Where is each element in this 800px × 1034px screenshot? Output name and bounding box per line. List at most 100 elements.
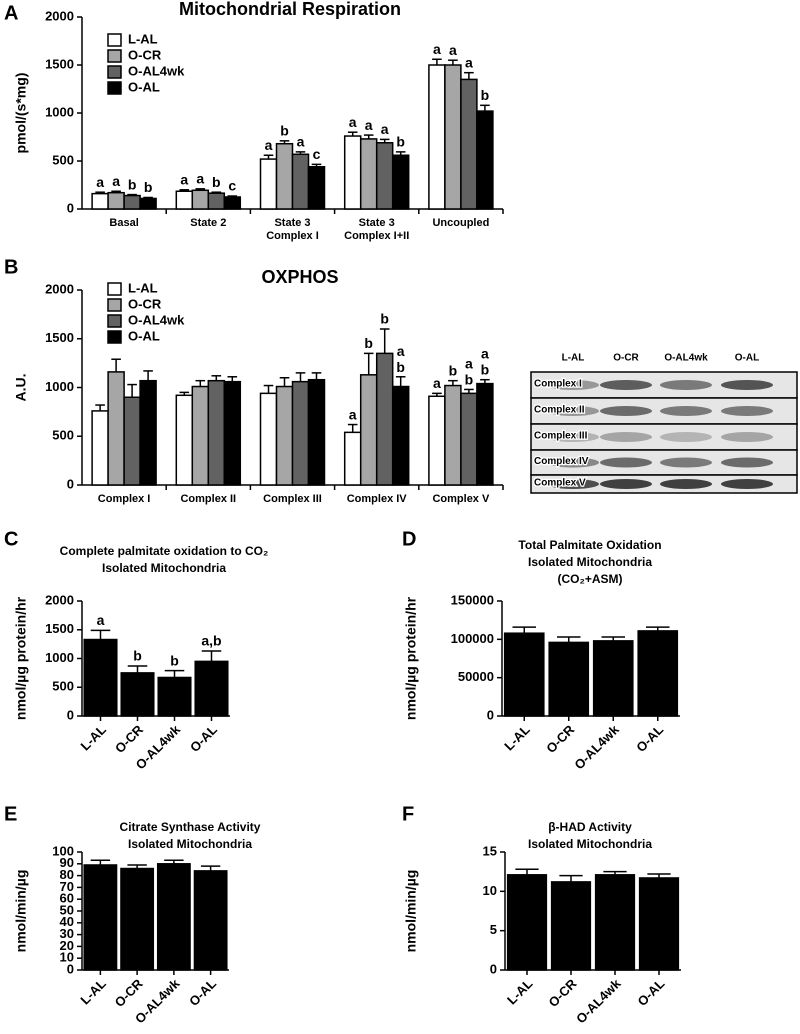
significance-label: a	[465, 54, 473, 70]
legend-swatch	[107, 330, 122, 344]
x-tick-label: Basal	[109, 217, 138, 229]
bar	[343, 431, 362, 486]
legend-label: O-CR	[128, 296, 162, 311]
y-tick-label: 10	[483, 883, 497, 898]
chart-title: Isolated Mitochondria	[528, 837, 652, 851]
blot-band	[660, 406, 712, 416]
panel-label: A	[4, 2, 18, 24]
y-tick-label: 15	[483, 843, 497, 858]
y-tick-label: 30	[60, 926, 74, 941]
bar	[444, 64, 462, 210]
legend-label: L-AL	[128, 31, 158, 46]
legend-swatch	[107, 314, 122, 328]
bar	[223, 196, 242, 210]
significance-label: b	[380, 311, 389, 327]
y-axis-label: nmol/min/µg	[13, 870, 29, 953]
significance-label: b	[396, 134, 405, 150]
y-tick-label: 50000	[458, 669, 494, 684]
legend-label: O-AL	[128, 328, 160, 343]
bar	[291, 380, 310, 486]
blot-band	[660, 479, 712, 489]
bar	[83, 638, 118, 717]
x-tick-label: O-AL	[187, 722, 220, 755]
y-tick-label: 1500	[45, 330, 74, 345]
bar	[460, 392, 478, 486]
panel-label: F	[402, 803, 414, 825]
blot-band	[721, 432, 773, 442]
y-tick-label: 20	[60, 938, 74, 953]
y-axis-label: A.U.	[13, 374, 29, 402]
bar	[506, 874, 548, 971]
bar	[307, 166, 326, 210]
y-tick-label: 50	[60, 902, 74, 917]
x-tick-label: O-CR	[112, 722, 147, 757]
y-tick-label: 1000	[45, 650, 74, 665]
legend-label: O-AL	[128, 79, 160, 94]
bar	[548, 641, 590, 717]
y-tick-label: 10	[60, 950, 74, 965]
x-tick-label: O-AL	[633, 722, 666, 755]
bar	[359, 138, 378, 210]
blot-row-label: Complex III	[534, 431, 588, 442]
chart-title: Citrate Synthase Activity	[120, 820, 261, 834]
significance-label: a	[433, 375, 441, 391]
x-tick-label: State 2	[190, 217, 226, 229]
bar	[157, 676, 192, 717]
blot-band	[547, 432, 599, 442]
significance-label: b	[481, 87, 490, 103]
y-tick-label: 80	[60, 867, 74, 882]
bar	[91, 410, 109, 486]
y-tick-label: 60	[60, 891, 74, 906]
panel-label: E	[4, 803, 17, 825]
y-tick-label: 500	[52, 152, 74, 167]
x-tick-label: O-CR	[112, 976, 147, 1011]
bar	[503, 632, 545, 717]
blot-band	[600, 406, 652, 416]
significance-label: b	[144, 179, 153, 195]
y-tick-label: 40	[60, 914, 74, 929]
bar	[91, 192, 109, 210]
bar	[275, 385, 294, 486]
significance-label: b	[212, 174, 221, 190]
blot-lane-label: O-AL4wk	[664, 353, 708, 364]
chart-title: Mitochondrial Respiration	[179, 0, 401, 19]
x-tick-label: State 3 Complex I+II	[344, 217, 409, 242]
bar	[223, 380, 242, 486]
y-tick-label: 0	[487, 707, 494, 722]
bar	[259, 392, 278, 486]
significance-label: b	[128, 176, 137, 192]
legend-swatch	[107, 81, 122, 95]
x-tick-label: O-CR	[543, 722, 578, 757]
chart-title: (CO₂+ASM)	[558, 572, 623, 586]
y-tick-label: 1000	[45, 379, 74, 394]
bar	[123, 194, 141, 210]
bar	[120, 672, 155, 717]
blot-lane-label: O-CR	[613, 353, 639, 364]
bar	[375, 142, 394, 210]
y-tick-label: 2000	[45, 592, 74, 607]
y-tick-label: 0	[67, 200, 74, 215]
blot-band	[600, 479, 652, 489]
x-tick-label: O-CR	[545, 976, 580, 1011]
bar	[120, 867, 155, 971]
bar	[444, 384, 462, 486]
blot-row-label: Complex I	[534, 379, 582, 390]
blot-band	[600, 432, 652, 442]
x-tick-label: Complex IV	[347, 493, 408, 505]
bar	[307, 378, 326, 486]
bar	[375, 352, 394, 486]
blot-band	[721, 457, 773, 468]
significance-label: a	[265, 137, 273, 153]
chart-title: Isolated Mitochondria	[528, 555, 652, 569]
x-tick-label: O-AL4wk	[573, 975, 624, 1026]
chart-title: Total Palmitate Oxidation	[518, 538, 661, 552]
y-tick-label: 0	[67, 707, 74, 722]
blot-band	[600, 457, 652, 468]
bar	[139, 197, 157, 210]
panel-label: D	[402, 528, 416, 550]
y-tick-label: 0	[67, 476, 74, 491]
significance-label: c	[228, 178, 236, 194]
